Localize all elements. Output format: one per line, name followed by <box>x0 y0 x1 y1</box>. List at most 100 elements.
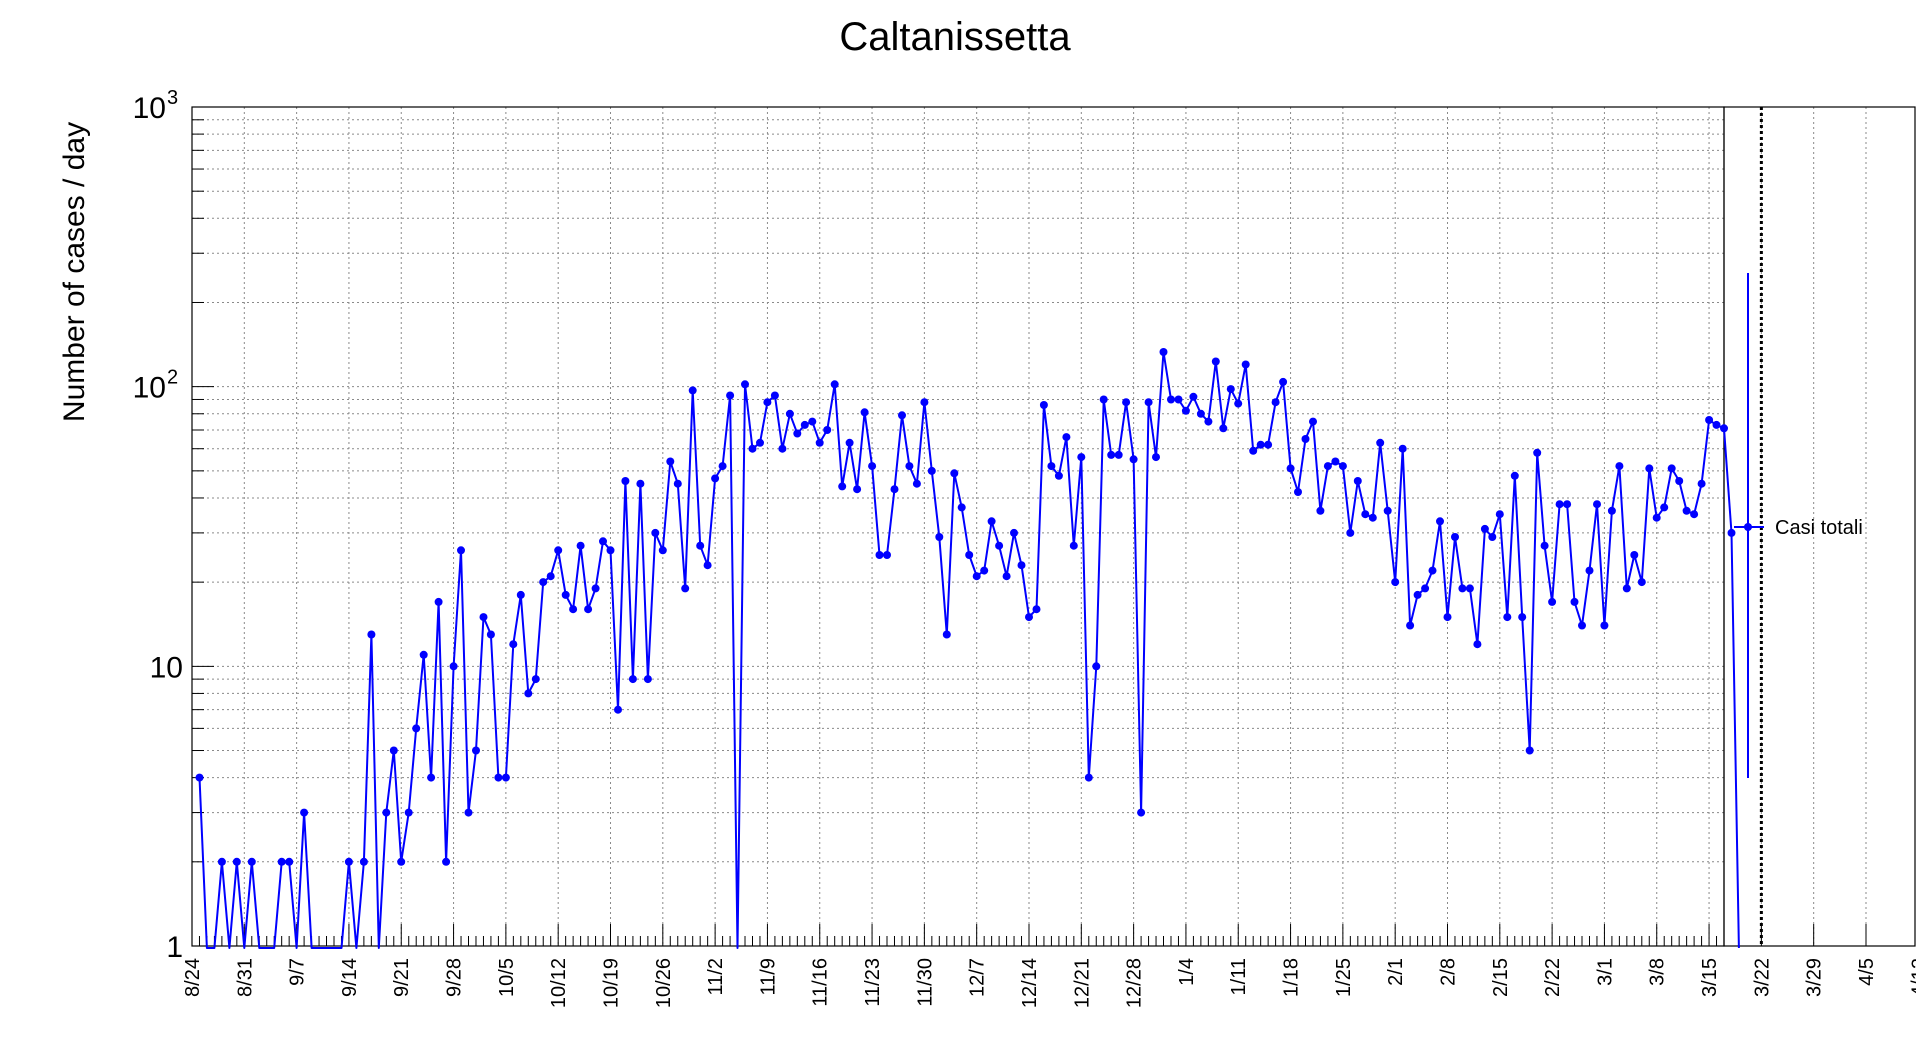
data-point <box>957 503 966 512</box>
data-point <box>1129 455 1138 464</box>
data-point <box>606 546 615 555</box>
data-point <box>995 541 1004 550</box>
y-tick-label-exponent: 2 <box>167 367 178 389</box>
data-point <box>1084 773 1093 782</box>
data-point <box>1346 528 1355 537</box>
data-point <box>449 662 458 671</box>
data-point <box>1361 510 1370 519</box>
data-point <box>1533 448 1542 457</box>
data-point <box>718 462 727 471</box>
data-point <box>1578 621 1586 630</box>
data-point <box>681 584 690 593</box>
data-point <box>1555 500 1564 509</box>
data-point <box>1234 399 1243 408</box>
data-point <box>569 605 578 614</box>
legend-box-border <box>1723 106 1916 947</box>
data-point <box>1017 561 1026 570</box>
data-point <box>1137 808 1146 817</box>
data-point <box>1458 584 1467 593</box>
data-point <box>1712 420 1721 429</box>
x-tick-label: 11/23 <box>862 958 884 1007</box>
data-point <box>472 746 480 755</box>
data-point <box>1451 533 1459 541</box>
x-tick-label: 11/30 <box>914 958 936 1007</box>
data-point <box>1167 395 1175 404</box>
data-point <box>1316 506 1325 515</box>
data-point <box>830 380 839 389</box>
data-point <box>389 746 398 755</box>
data-point <box>419 650 428 659</box>
x-tick-label: 9/7 <box>287 958 309 986</box>
data-point <box>1368 513 1377 522</box>
data-point <box>950 469 959 478</box>
data-point <box>703 561 712 570</box>
data-point <box>1219 424 1228 433</box>
data-point <box>1585 566 1594 575</box>
data-point <box>479 613 488 622</box>
data-point <box>1077 453 1086 462</box>
data-point <box>1518 613 1527 622</box>
x-tick-label: 12/14 <box>1019 958 1041 1008</box>
data-point <box>1563 500 1572 509</box>
x-tick-label: 4/12 <box>1908 958 1916 997</box>
data-point <box>1226 385 1235 394</box>
data-point <box>1570 597 1579 606</box>
data-point <box>935 533 944 541</box>
data-point <box>1697 479 1706 488</box>
x-tick-label: 9/28 <box>444 958 466 997</box>
data-point <box>688 386 697 395</box>
data-point <box>1353 477 1362 485</box>
grid <box>191 107 1867 946</box>
data-point <box>898 411 906 420</box>
y-axis-label: Number of cases / day <box>58 122 91 422</box>
data-point <box>651 528 660 537</box>
data-point <box>1443 613 1452 622</box>
data-point <box>1204 417 1213 426</box>
x-tick-label: 10/26 <box>653 958 675 1008</box>
data-point <box>883 551 891 559</box>
chart-title: Caltanissetta <box>839 15 1071 59</box>
data-point <box>643 675 652 684</box>
x-tick-label: 11/2 <box>705 958 727 995</box>
data-point <box>1488 533 1497 541</box>
data-point <box>673 479 682 488</box>
data-point <box>599 537 607 546</box>
data-point <box>1376 438 1385 447</box>
data-point <box>785 409 794 418</box>
data-point <box>890 485 899 494</box>
data-point <box>972 572 981 581</box>
x-tick-label: 1/11 <box>1228 958 1250 995</box>
data-point <box>1114 450 1123 459</box>
data-point <box>666 457 675 466</box>
x-tick-label: 10/12 <box>548 958 570 1008</box>
data-point <box>1032 605 1041 614</box>
x-tick-label: 8/31 <box>234 958 256 997</box>
data-point <box>539 578 548 587</box>
data-point <box>980 566 989 575</box>
data-point <box>1593 500 1601 509</box>
data-point <box>359 857 368 866</box>
data-point <box>232 857 241 866</box>
x-tick-label: 11/16 <box>810 958 832 1007</box>
data-point <box>823 426 832 434</box>
data-point <box>457 546 465 555</box>
data-point <box>853 485 862 494</box>
data-point <box>1107 450 1116 459</box>
x-tick-label: 3/15 <box>1699 958 1721 997</box>
data-point <box>726 391 735 400</box>
x-tick-label: 12/21 <box>1071 958 1093 1008</box>
legend-marker <box>1744 523 1752 531</box>
data-point <box>1039 401 1048 409</box>
data-point <box>927 466 936 475</box>
data-point <box>427 773 436 782</box>
data-point <box>524 689 533 698</box>
data-point <box>1480 524 1489 533</box>
data-point <box>621 477 630 485</box>
data-point <box>1159 348 1168 356</box>
data-point <box>1637 578 1646 587</box>
data-point <box>1025 613 1033 622</box>
data-point <box>1465 584 1474 593</box>
data-point <box>614 705 622 714</box>
data-point <box>965 551 974 559</box>
data-point <box>1189 392 1198 401</box>
